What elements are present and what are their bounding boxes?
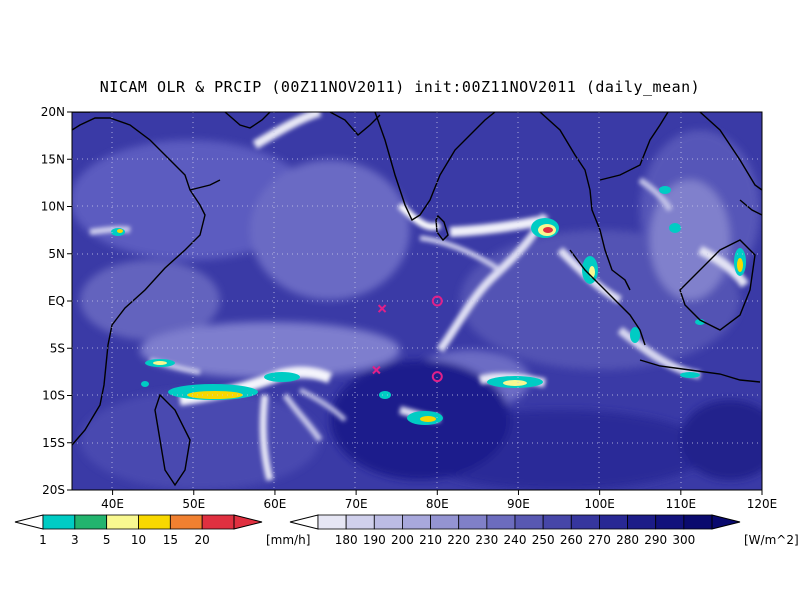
colorbar-swatch (570, 514, 600, 530)
colorbar-swatch (599, 514, 628, 530)
olr-colorbar: 180 190 200 210 220 230 240 250 260 270 280 290 300 [… (289, 514, 799, 547)
colorbar-tick-label: 10 (131, 533, 146, 547)
lat-label: 20N (41, 105, 65, 119)
colorbar-tick-label: 3 (71, 533, 79, 547)
lat-label: 10S (42, 389, 65, 403)
colorbar-swatch (169, 514, 203, 530)
colorbar-tick-label: 300 (672, 533, 695, 547)
colorbar-tick-label: 270 (588, 533, 611, 547)
colorbar-swatch (514, 514, 544, 530)
station-cross-marker (377, 304, 387, 313)
colorbar-tick-label: 210 (419, 533, 442, 547)
latitude-labels: 20N 15N 10N 5N EQ 5S 10S 15S 20S (41, 105, 72, 497)
colorbar-tick-label: 20 (195, 533, 210, 547)
colorbar-swatch (106, 514, 139, 530)
colorbar-high-arrow (233, 514, 263, 530)
colorbar-swatch (655, 514, 685, 530)
colorbar-swatch (201, 514, 235, 530)
colorbar-tick-label: 15 (163, 533, 178, 547)
precip-colorbar: 1 3 5 10 15 20 [mm/h] (14, 514, 310, 547)
lon-label: 60E (264, 497, 287, 511)
colorbar-low-arrow (289, 514, 319, 530)
lat-label: 5N (48, 247, 65, 261)
colorbar-swatch (683, 514, 713, 530)
colorbar-swatch (430, 514, 460, 530)
colorbar-swatch (138, 514, 171, 530)
lon-label: 40E (101, 497, 124, 511)
lat-label: 15N (41, 152, 65, 166)
olr-shading (72, 130, 762, 490)
colorbar-tick-label: 250 (532, 533, 555, 547)
colorbar-tick-label: 1 (39, 533, 47, 547)
map-title: NICAM OLR & PRCIP (00Z11NOV2011) init:00… (99, 78, 701, 96)
colorbar-swatch (458, 514, 488, 530)
station-cross-marker (372, 365, 381, 375)
station-circle-marker (431, 295, 443, 307)
coastlines (72, 112, 762, 487)
lon-label: 80E (426, 497, 449, 511)
lat-label: 15S (42, 436, 65, 450)
precip-cells (111, 186, 746, 425)
colorbar-tick-label: 260 (560, 533, 583, 547)
lat-label: 10N (41, 200, 65, 214)
lat-label: EQ (48, 294, 65, 308)
colorbar-swatch (42, 514, 76, 530)
colorbar-tick-label: 180 (335, 533, 358, 547)
colorbar-tick-label: 240 (504, 533, 527, 547)
colorbar-swatch (402, 514, 431, 530)
colorbar-swatch (486, 514, 516, 530)
lat-label: 20S (42, 483, 65, 497)
colorbar-swatch (345, 514, 375, 530)
colorbar-swatch (627, 514, 657, 530)
colorbar-swatch (542, 514, 572, 530)
lon-label: 90E (507, 497, 530, 511)
lat-label: 5S (50, 341, 65, 355)
colorbar-tick-label: 290 (644, 533, 667, 547)
colorbar-swatch (74, 514, 108, 530)
colorbar-swatch (317, 514, 347, 530)
lon-label: 70E (345, 497, 368, 511)
colorbar-unit: [W/m^2] (744, 533, 799, 547)
colorbar-tick-label: 220 (447, 533, 470, 547)
colorbar-high-arrow (711, 514, 741, 530)
lon-label: 100E (584, 497, 615, 511)
colorbar-tick-label: 5 (103, 533, 111, 547)
map-field (72, 112, 762, 490)
colorbar-tick-label: 280 (616, 533, 639, 547)
lon-label: 120E (747, 497, 778, 511)
longitude-labels: 40E 50E 60E 70E 80E 90E 100E 110E 120E (101, 490, 777, 511)
lon-label: 50E (182, 497, 205, 511)
colorbar-low-arrow (14, 514, 44, 530)
colorbar-swatch (373, 514, 403, 530)
station-markers (372, 295, 443, 383)
lon-label: 110E (666, 497, 697, 511)
colorbar-tick-label: 190 (363, 533, 386, 547)
colorbar-unit: [mm/h] (266, 533, 310, 547)
colorbar-tick-label: 230 (475, 533, 498, 547)
station-circle-marker (431, 371, 443, 383)
gridlines (72, 112, 762, 490)
colorbar-tick-label: 200 (391, 533, 414, 547)
